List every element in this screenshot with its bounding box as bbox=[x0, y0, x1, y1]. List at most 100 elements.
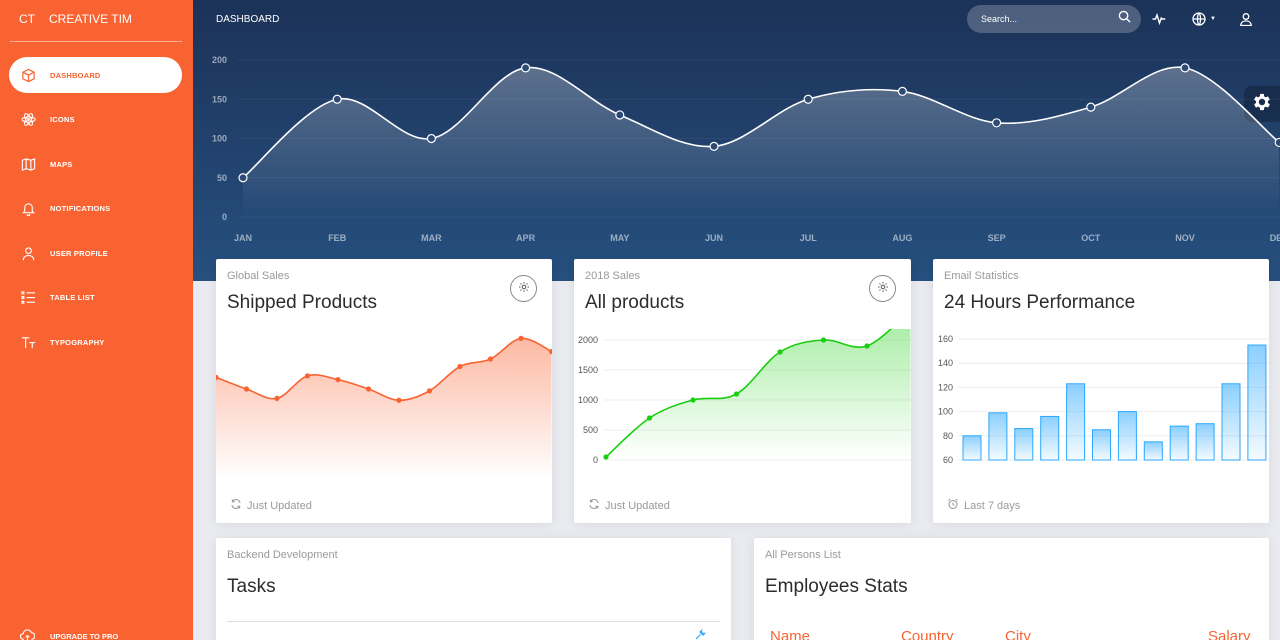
user-account-icon[interactable] bbox=[1238, 11, 1254, 27]
shipped-products-card: Global Sales Shipped Products Just Updat… bbox=[216, 259, 552, 523]
bar bbox=[1221, 383, 1241, 461]
gear-icon bbox=[1251, 91, 1273, 118]
user-icon bbox=[20, 245, 36, 261]
employees-card: All Persons List Employees Stats Name Co… bbox=[754, 538, 1269, 640]
bar bbox=[1169, 425, 1189, 461]
box-icon bbox=[20, 67, 36, 83]
column-header-city[interactable]: City bbox=[1005, 628, 1031, 640]
big-line-chart: 0 50 100 150 200 JAN FEB MAR APR MAY JUN JUL AUG SEP O… bbox=[212, 55, 1280, 243]
x-tick-label: JUL bbox=[800, 233, 818, 243]
column-header-country[interactable]: Country bbox=[901, 628, 954, 640]
x-tick-label: DEC bbox=[1270, 233, 1280, 243]
area-fill bbox=[243, 67, 1280, 217]
pulse-icon[interactable] bbox=[1151, 11, 1167, 27]
y-tick-label: 200 bbox=[212, 55, 227, 65]
x-tick-label: SEP bbox=[988, 233, 1006, 243]
brand[interactable]: CT CREATIVE TIM bbox=[19, 12, 132, 26]
card-title: Employees Stats bbox=[765, 576, 908, 597]
sidebar-item-icons[interactable]: ICONS bbox=[0, 102, 193, 138]
sidebar-item-dashboard[interactable]: DASHBOARD bbox=[9, 57, 182, 93]
footer-text: Last 7 days bbox=[964, 499, 1021, 512]
data-point bbox=[521, 63, 531, 73]
gear-icon bbox=[518, 280, 530, 298]
sidebar-item-maps[interactable]: MAPS bbox=[0, 146, 193, 182]
y-tick-label: 100 bbox=[938, 407, 953, 417]
sidebar-item-table-list[interactable]: TABLE LIST bbox=[0, 280, 193, 316]
data-point bbox=[803, 94, 813, 104]
sidebar-item-label: NOTIFICATIONS bbox=[50, 204, 111, 213]
card-footer: Last 7 days bbox=[947, 498, 1020, 513]
data-point bbox=[457, 363, 463, 370]
panel-header: DASHBOARD ▼ 0 50 100 150 200 JAN FEB MAR APR MAY J… bbox=[193, 0, 1280, 281]
upgrade-to-pro-link[interactable]: UPGRADE TO PRO bbox=[19, 628, 118, 640]
data-point bbox=[646, 415, 653, 421]
data-point bbox=[991, 118, 1002, 128]
data-point bbox=[426, 133, 436, 144]
column-header-salary[interactable]: Salary bbox=[1208, 628, 1251, 640]
x-tick-label: NOV bbox=[1175, 233, 1195, 243]
page-title[interactable]: DASHBOARD bbox=[216, 14, 280, 25]
data-point bbox=[426, 388, 433, 394]
globe-dropdown-icon[interactable]: ▼ bbox=[1190, 11, 1218, 27]
atom-icon bbox=[20, 112, 36, 128]
all-products-chart: 0 500 1000 1500 2000 bbox=[578, 329, 911, 465]
footer-text: Just Updated bbox=[247, 499, 312, 512]
x-tick-label: JUN bbox=[705, 233, 723, 243]
tasks-card: Backend Development Tasks bbox=[216, 538, 731, 640]
sidebar-item-typography[interactable]: TYPOGRAPHY bbox=[0, 324, 193, 360]
data-point bbox=[615, 110, 625, 120]
card-title: Tasks bbox=[227, 576, 276, 597]
area-fill bbox=[606, 329, 911, 460]
card-category: Backend Development bbox=[227, 549, 338, 561]
sidebar-item-label: MAPS bbox=[50, 159, 73, 169]
data-point bbox=[216, 374, 219, 380]
list-icon bbox=[20, 290, 36, 306]
data-point bbox=[1086, 102, 1096, 112]
x-tick-label: FEB bbox=[328, 233, 347, 243]
alarm-clock-icon bbox=[947, 498, 959, 513]
bar bbox=[1092, 429, 1111, 461]
data-point bbox=[864, 343, 870, 349]
y-tick-label: 1000 bbox=[578, 395, 598, 405]
data-point bbox=[238, 173, 248, 183]
card-settings-button[interactable] bbox=[510, 275, 537, 302]
data-point bbox=[1274, 137, 1280, 148]
data-point bbox=[487, 356, 494, 362]
search-input[interactable] bbox=[981, 14, 1118, 24]
sidebar-item-notifications[interactable]: NOTIFICATIONS bbox=[0, 191, 193, 227]
area-fill bbox=[216, 338, 552, 479]
search-box bbox=[967, 5, 1141, 33]
card-title: Shipped Products bbox=[227, 292, 377, 313]
sidebar-item-user-profile[interactable]: USER PROFILE bbox=[0, 235, 193, 271]
sidebar: CT CREATIVE TIM DASHBOARD ICONS MAPS bbox=[0, 0, 193, 640]
card-category: 2018 Sales bbox=[585, 270, 641, 282]
data-point bbox=[332, 94, 342, 104]
x-tick-label: APR bbox=[516, 233, 536, 243]
refresh-icon bbox=[230, 498, 242, 513]
cloud-upload-icon bbox=[19, 628, 36, 640]
y-tick-label: 150 bbox=[212, 94, 227, 104]
email-stats-card: Email Statistics 24 Hours Performance 60… bbox=[933, 259, 1269, 523]
x-tick-label: MAR bbox=[421, 233, 442, 243]
footer-text: Just Updated bbox=[605, 499, 670, 512]
search-icon[interactable] bbox=[1118, 10, 1131, 28]
column-header-name[interactable]: Name bbox=[770, 628, 811, 640]
tasks-divider bbox=[227, 621, 720, 622]
card-settings-button[interactable] bbox=[869, 275, 896, 302]
bar bbox=[1066, 383, 1086, 461]
wrench-icon[interactable] bbox=[694, 628, 707, 640]
data-point bbox=[396, 397, 402, 403]
data-point bbox=[820, 337, 827, 343]
data-point bbox=[603, 454, 609, 460]
y-tick-label: 80 bbox=[943, 431, 953, 441]
card-title: 24 Hours Performance bbox=[944, 292, 1136, 313]
series-line bbox=[605, 329, 892, 458]
y-tick-label: 2000 bbox=[578, 335, 598, 345]
data-point bbox=[304, 373, 311, 379]
card-category: Global Sales bbox=[227, 270, 290, 282]
bar bbox=[962, 435, 982, 461]
data-point bbox=[335, 377, 341, 383]
y-tick-label: 0 bbox=[593, 455, 598, 465]
all-products-card: 2018 Sales All products 0 500 1000 1500 2000… bbox=[574, 259, 911, 523]
data-point bbox=[690, 397, 696, 403]
